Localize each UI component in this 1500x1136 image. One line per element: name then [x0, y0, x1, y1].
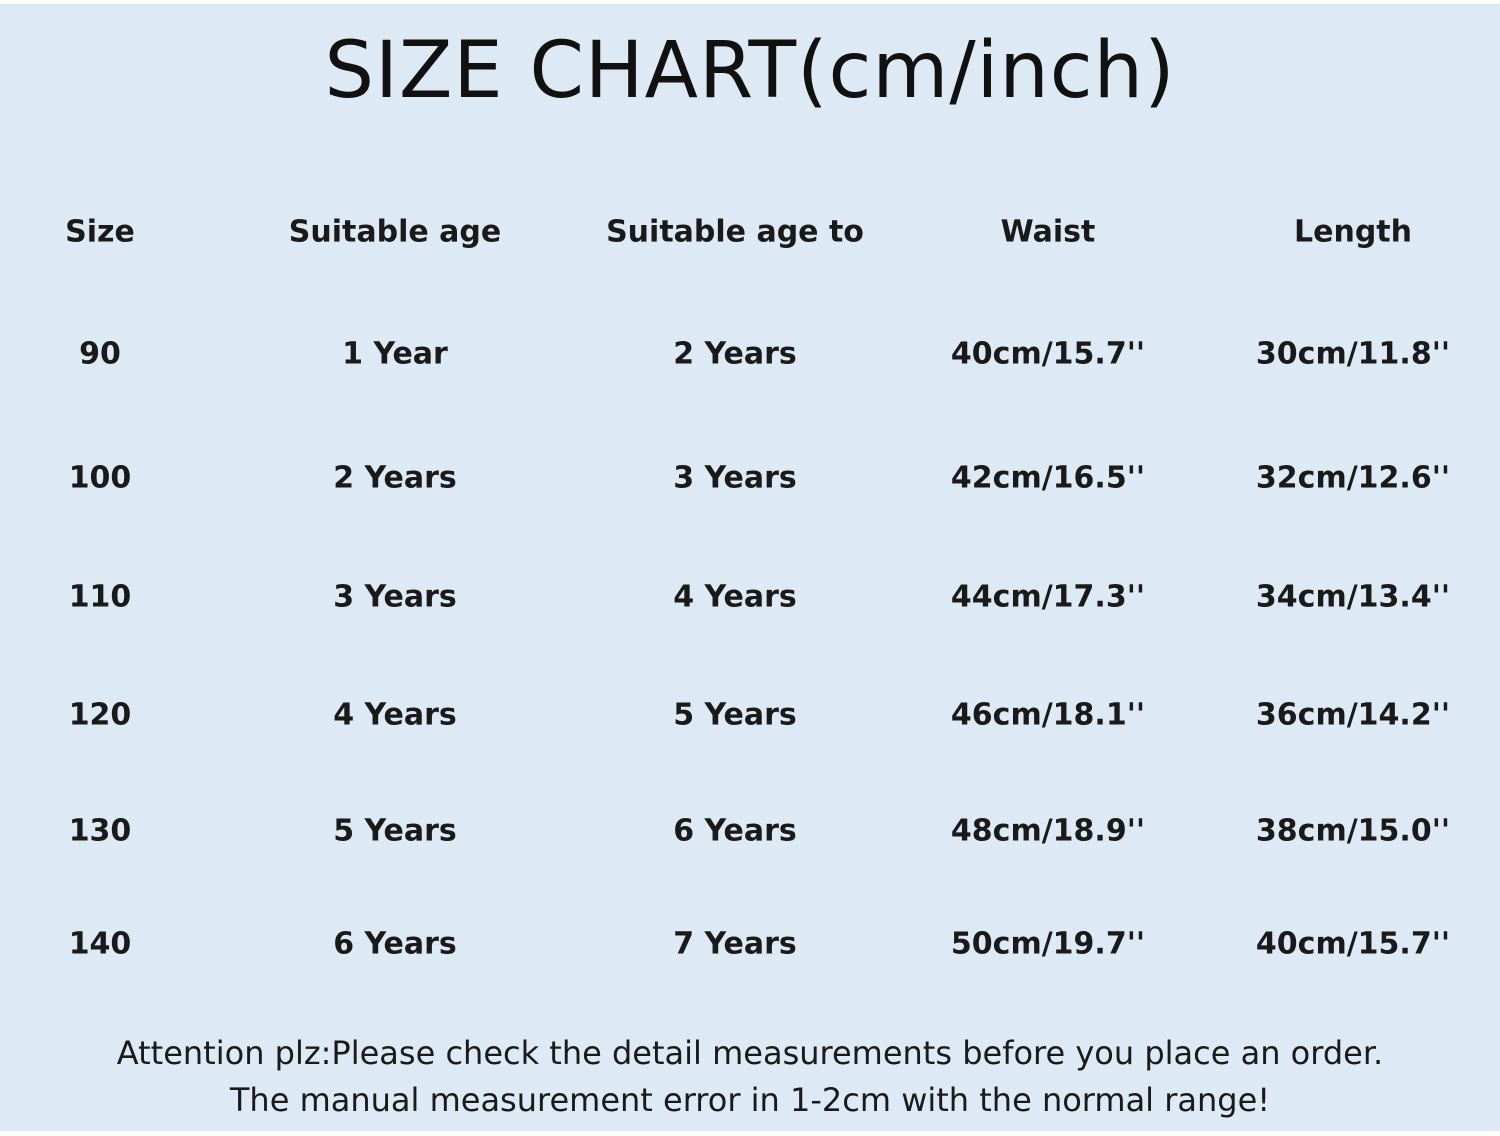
- cell-waist: 40cm/15.7'': [950, 336, 1146, 372]
- footer-note-line-2: The manual measurement error in 1-2cm wi…: [229, 1081, 1271, 1119]
- size-chart-panel: [0, 4, 1500, 1131]
- cell-suitable-age: 5 Years: [333, 813, 457, 849]
- cell-size: 130: [68, 813, 132, 849]
- cell-waist: 46cm/18.1'': [950, 697, 1146, 733]
- cell-waist: 42cm/16.5'': [950, 460, 1146, 496]
- cell-suitable-age-to: 4 Years: [673, 579, 797, 615]
- cell-suitable-age: 1 Year: [342, 336, 448, 372]
- cell-suitable-age: 4 Years: [333, 697, 457, 733]
- header-length: Length: [1294, 214, 1412, 250]
- cell-length: 32cm/12.6'': [1255, 460, 1451, 496]
- cell-suitable-age: 3 Years: [333, 579, 457, 615]
- cell-suitable-age: 2 Years: [333, 460, 457, 496]
- cell-length: 38cm/15.0'': [1255, 813, 1451, 849]
- cell-length: 30cm/11.8'': [1255, 336, 1451, 372]
- cell-suitable-age-to: 3 Years: [673, 460, 797, 496]
- cell-suitable-age: 6 Years: [333, 926, 457, 962]
- cell-length: 40cm/15.7'': [1255, 926, 1451, 962]
- cell-suitable-age-to: 6 Years: [673, 813, 797, 849]
- cell-suitable-age-to: 7 Years: [673, 926, 797, 962]
- cell-size: 120: [68, 697, 132, 733]
- footer-note-line-1: Attention plz:Please check the detail me…: [116, 1034, 1384, 1072]
- header-suitable-age-to: Suitable age to: [606, 214, 864, 250]
- cell-size: 90: [79, 336, 121, 372]
- header-waist: Waist: [1000, 214, 1096, 250]
- page-title: SIZE CHART(cm/inch): [324, 26, 1176, 116]
- cell-size: 110: [68, 579, 132, 615]
- cell-length: 34cm/13.4'': [1255, 579, 1451, 615]
- cell-waist: 44cm/17.3'': [950, 579, 1146, 615]
- header-suitable-age: Suitable age: [288, 214, 502, 250]
- cell-waist: 48cm/18.9'': [950, 813, 1146, 849]
- cell-length: 36cm/14.2'': [1255, 697, 1451, 733]
- cell-suitable-age-to: 2 Years: [673, 336, 797, 372]
- cell-waist: 50cm/19.7'': [950, 926, 1146, 962]
- cell-size: 140: [68, 926, 132, 962]
- cell-suitable-age-to: 5 Years: [673, 697, 797, 733]
- header-size: Size: [65, 214, 135, 250]
- cell-size: 100: [68, 460, 132, 496]
